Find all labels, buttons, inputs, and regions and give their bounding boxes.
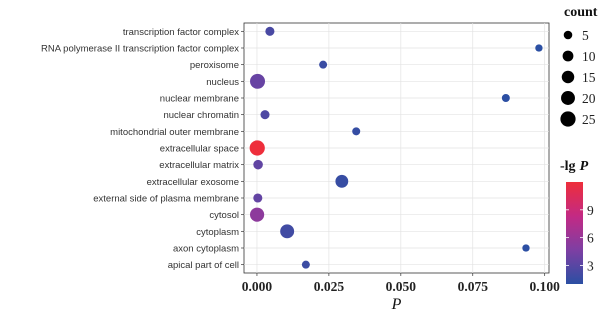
x-axis-ticks: 0.000 0.025 0.050 0.075 0.100: [242, 273, 560, 294]
color-legend-title: -lg P: [560, 159, 589, 174]
category-label: external side of plasma membrane: [93, 194, 239, 205]
data-point: [501, 94, 510, 102]
data-point: [250, 73, 266, 89]
size-legend-symbol: [562, 50, 574, 62]
data-point: [535, 44, 543, 52]
category-label: mitochondrial outer membrane: [110, 127, 239, 138]
grid-lines: [244, 23, 549, 273]
color-legend-title-var: P: [580, 159, 589, 174]
category-label: cytosol: [209, 210, 239, 221]
category-label: nucleus: [206, 77, 239, 88]
category-labels: transcription factor complex RNA polymera…: [41, 27, 244, 271]
data-point: [352, 127, 361, 136]
category-label: nuclear membrane: [160, 94, 239, 105]
data-point: [522, 244, 530, 252]
size-legend-label: 5: [582, 28, 589, 43]
color-bar-label: 9: [587, 203, 594, 218]
color-legend-title-prefix: -lg: [560, 159, 576, 174]
size-legend-label: 15: [582, 70, 596, 85]
data-point: [253, 193, 263, 203]
data-point: [335, 174, 349, 188]
color-bar: [566, 182, 583, 284]
category-label: cytoplasm: [196, 227, 239, 238]
color-legend: -lg P 3 6 9: [560, 159, 594, 284]
color-bar-label: 6: [587, 231, 594, 246]
x-axis-title: P: [391, 296, 402, 313]
category-label: transcription factor complex: [123, 27, 239, 38]
data-point: [301, 260, 310, 269]
size-legend-symbol: [563, 30, 573, 40]
data-point: [319, 60, 328, 69]
x-tick-label: 0.000: [242, 279, 273, 294]
size-legend-symbol: [560, 111, 576, 127]
category-label: apical part of cell: [168, 260, 239, 271]
size-legend-label: 25: [582, 112, 596, 127]
x-tick-label: 0.075: [458, 279, 489, 294]
category-label: peroxisome: [190, 60, 239, 71]
x-tick-label: 0.100: [529, 279, 560, 294]
data-point: [265, 26, 275, 36]
category-label: extracellular matrix: [159, 160, 239, 171]
size-legend-symbol: [561, 91, 575, 105]
category-label: RNA polymerase II transcription factor c…: [41, 44, 239, 55]
category-label: axon cytoplasm: [173, 244, 239, 255]
data-point: [249, 140, 265, 156]
size-legend-symbol: [561, 70, 575, 84]
category-label: extracellular exosome: [147, 177, 239, 188]
data-point: [249, 207, 265, 222]
data-points: [249, 26, 543, 269]
size-legend-title: count: [564, 5, 598, 20]
size-legend: count 5 10 15 20 25: [560, 5, 598, 127]
size-legend-label: 10: [582, 49, 596, 64]
data-point: [260, 110, 270, 120]
data-point: [253, 159, 263, 170]
data-point: [280, 224, 295, 239]
x-tick-label: 0.025: [314, 279, 345, 294]
x-tick-label: 0.050: [386, 279, 417, 294]
category-label: nuclear chromatin: [163, 110, 239, 121]
color-bar-label: 3: [587, 258, 594, 273]
category-label: extracellular space: [160, 144, 239, 155]
size-legend-label: 20: [582, 91, 596, 106]
